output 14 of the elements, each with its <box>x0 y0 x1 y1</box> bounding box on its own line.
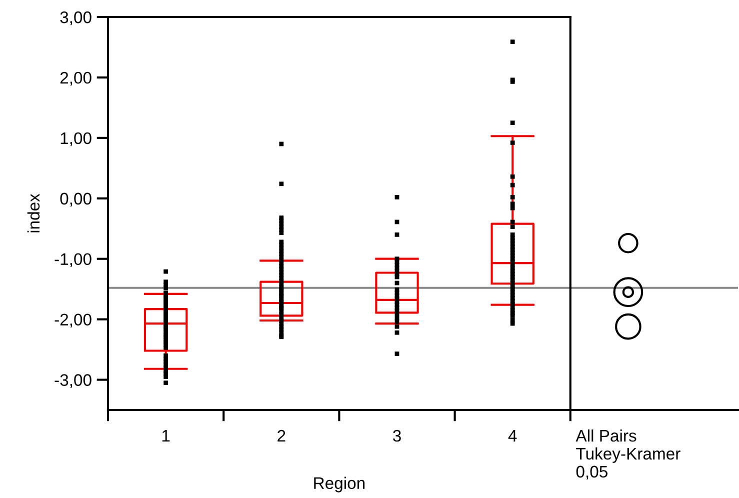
y-tick-label: -3,00 <box>54 374 92 388</box>
x-tick-label: All Pairs Tukey-Kramer 0,05 <box>576 429 680 480</box>
y-tick-label: -1,00 <box>54 253 92 268</box>
x-tick-label: 2 <box>278 430 286 442</box>
x-tick-label: 4 <box>508 430 517 442</box>
x-tick-label: 3 <box>392 430 401 442</box>
y-tick-label: 2,00 <box>60 72 92 86</box>
x-tick-label: 1 <box>162 430 170 442</box>
y-tick-label: 1,00 <box>60 132 92 146</box>
y-tick-label: 0,00 <box>60 192 92 207</box>
y-tick-label: -2,00 <box>54 314 92 328</box>
x-axis-title: Region <box>314 476 365 492</box>
y-tick-label: 3,00 <box>60 11 92 26</box>
y-axis-title: index <box>27 194 40 232</box>
